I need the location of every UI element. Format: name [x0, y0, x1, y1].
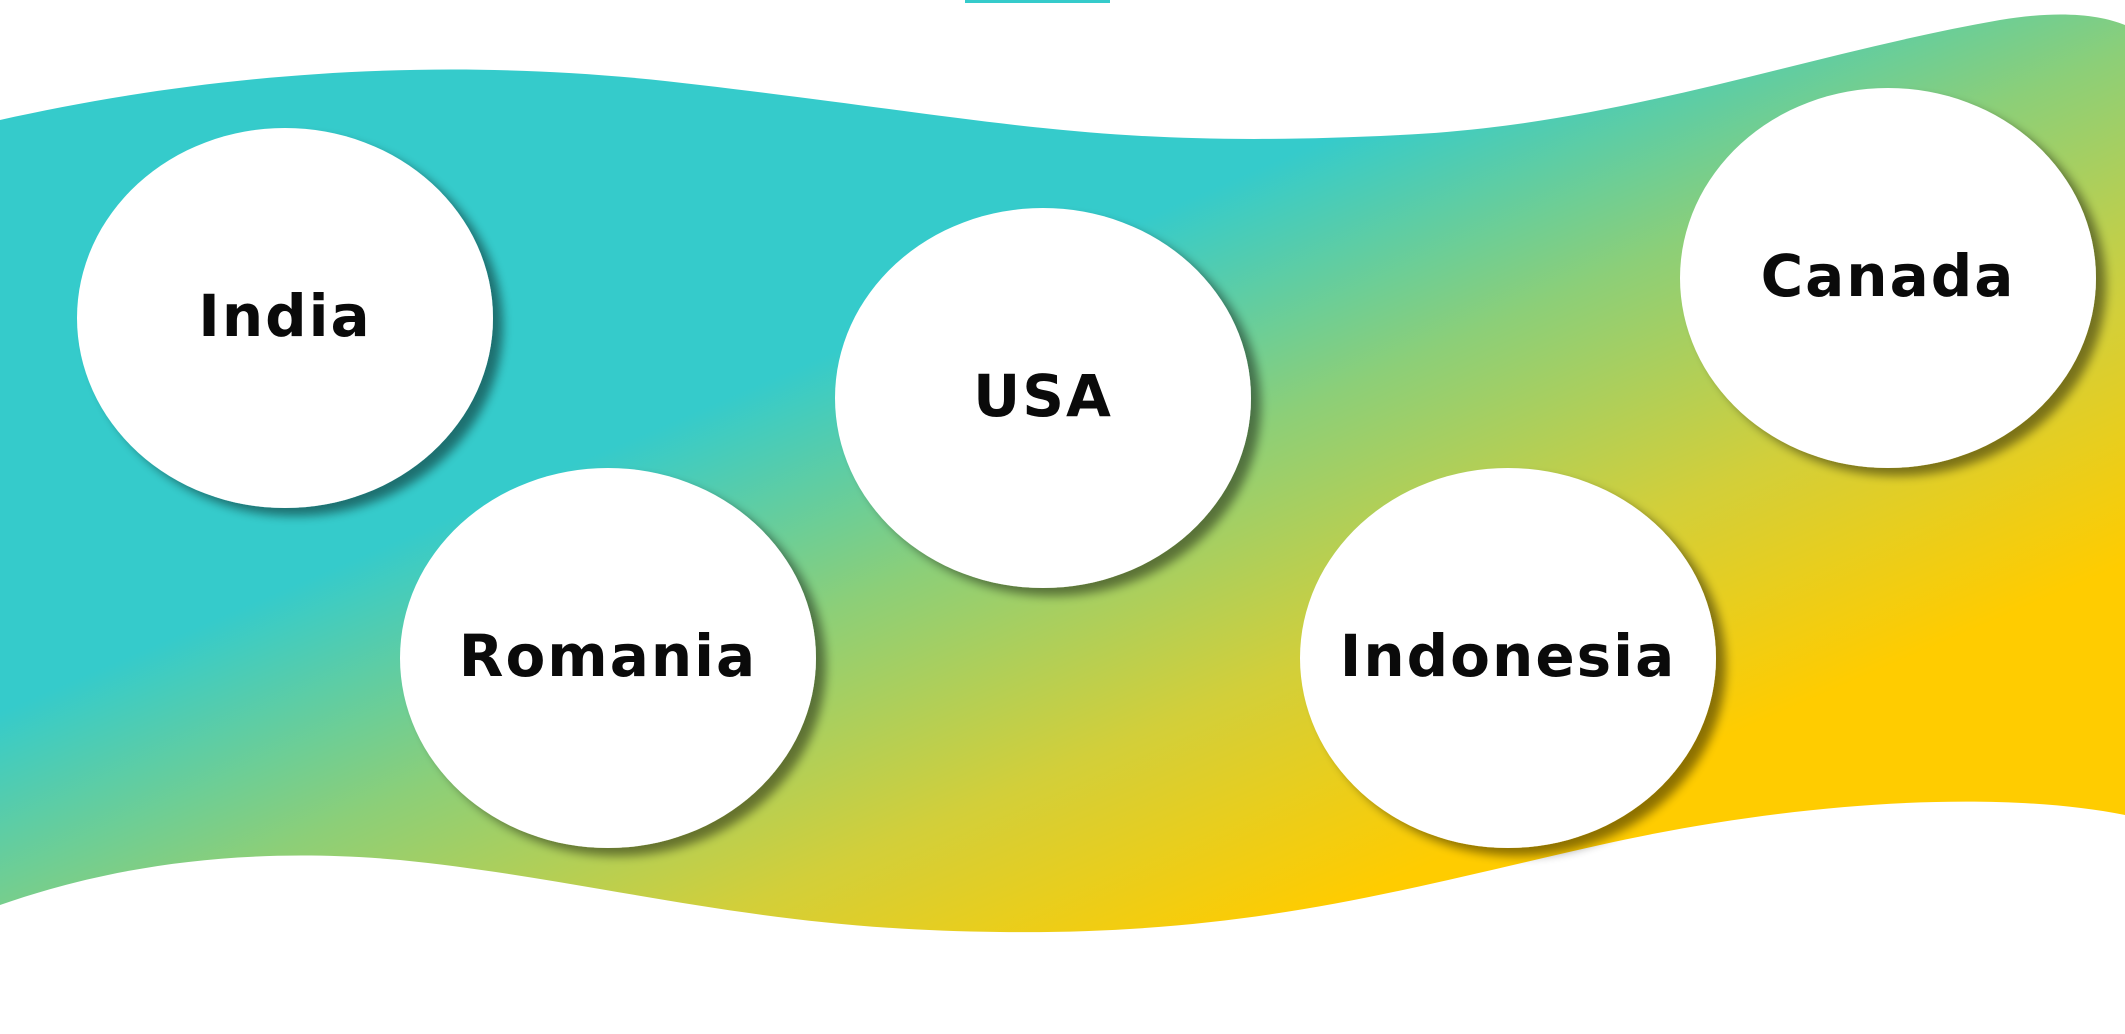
bubble-usa-label: USA	[973, 362, 1113, 430]
bubble-romania	[400, 468, 816, 848]
bubble-indonesia-label: Indonesia	[1340, 622, 1676, 690]
bubble-india	[77, 128, 493, 508]
top-accent-mark	[965, 0, 1110, 3]
bubble-india-label: India	[198, 282, 371, 350]
bubble-canada-label: Canada	[1761, 242, 2016, 310]
bubble-canada	[1680, 88, 2096, 468]
bubble-usa	[835, 208, 1251, 588]
bubble-indonesia	[1300, 468, 1716, 848]
bubble-romania-label: Romania	[459, 622, 757, 690]
